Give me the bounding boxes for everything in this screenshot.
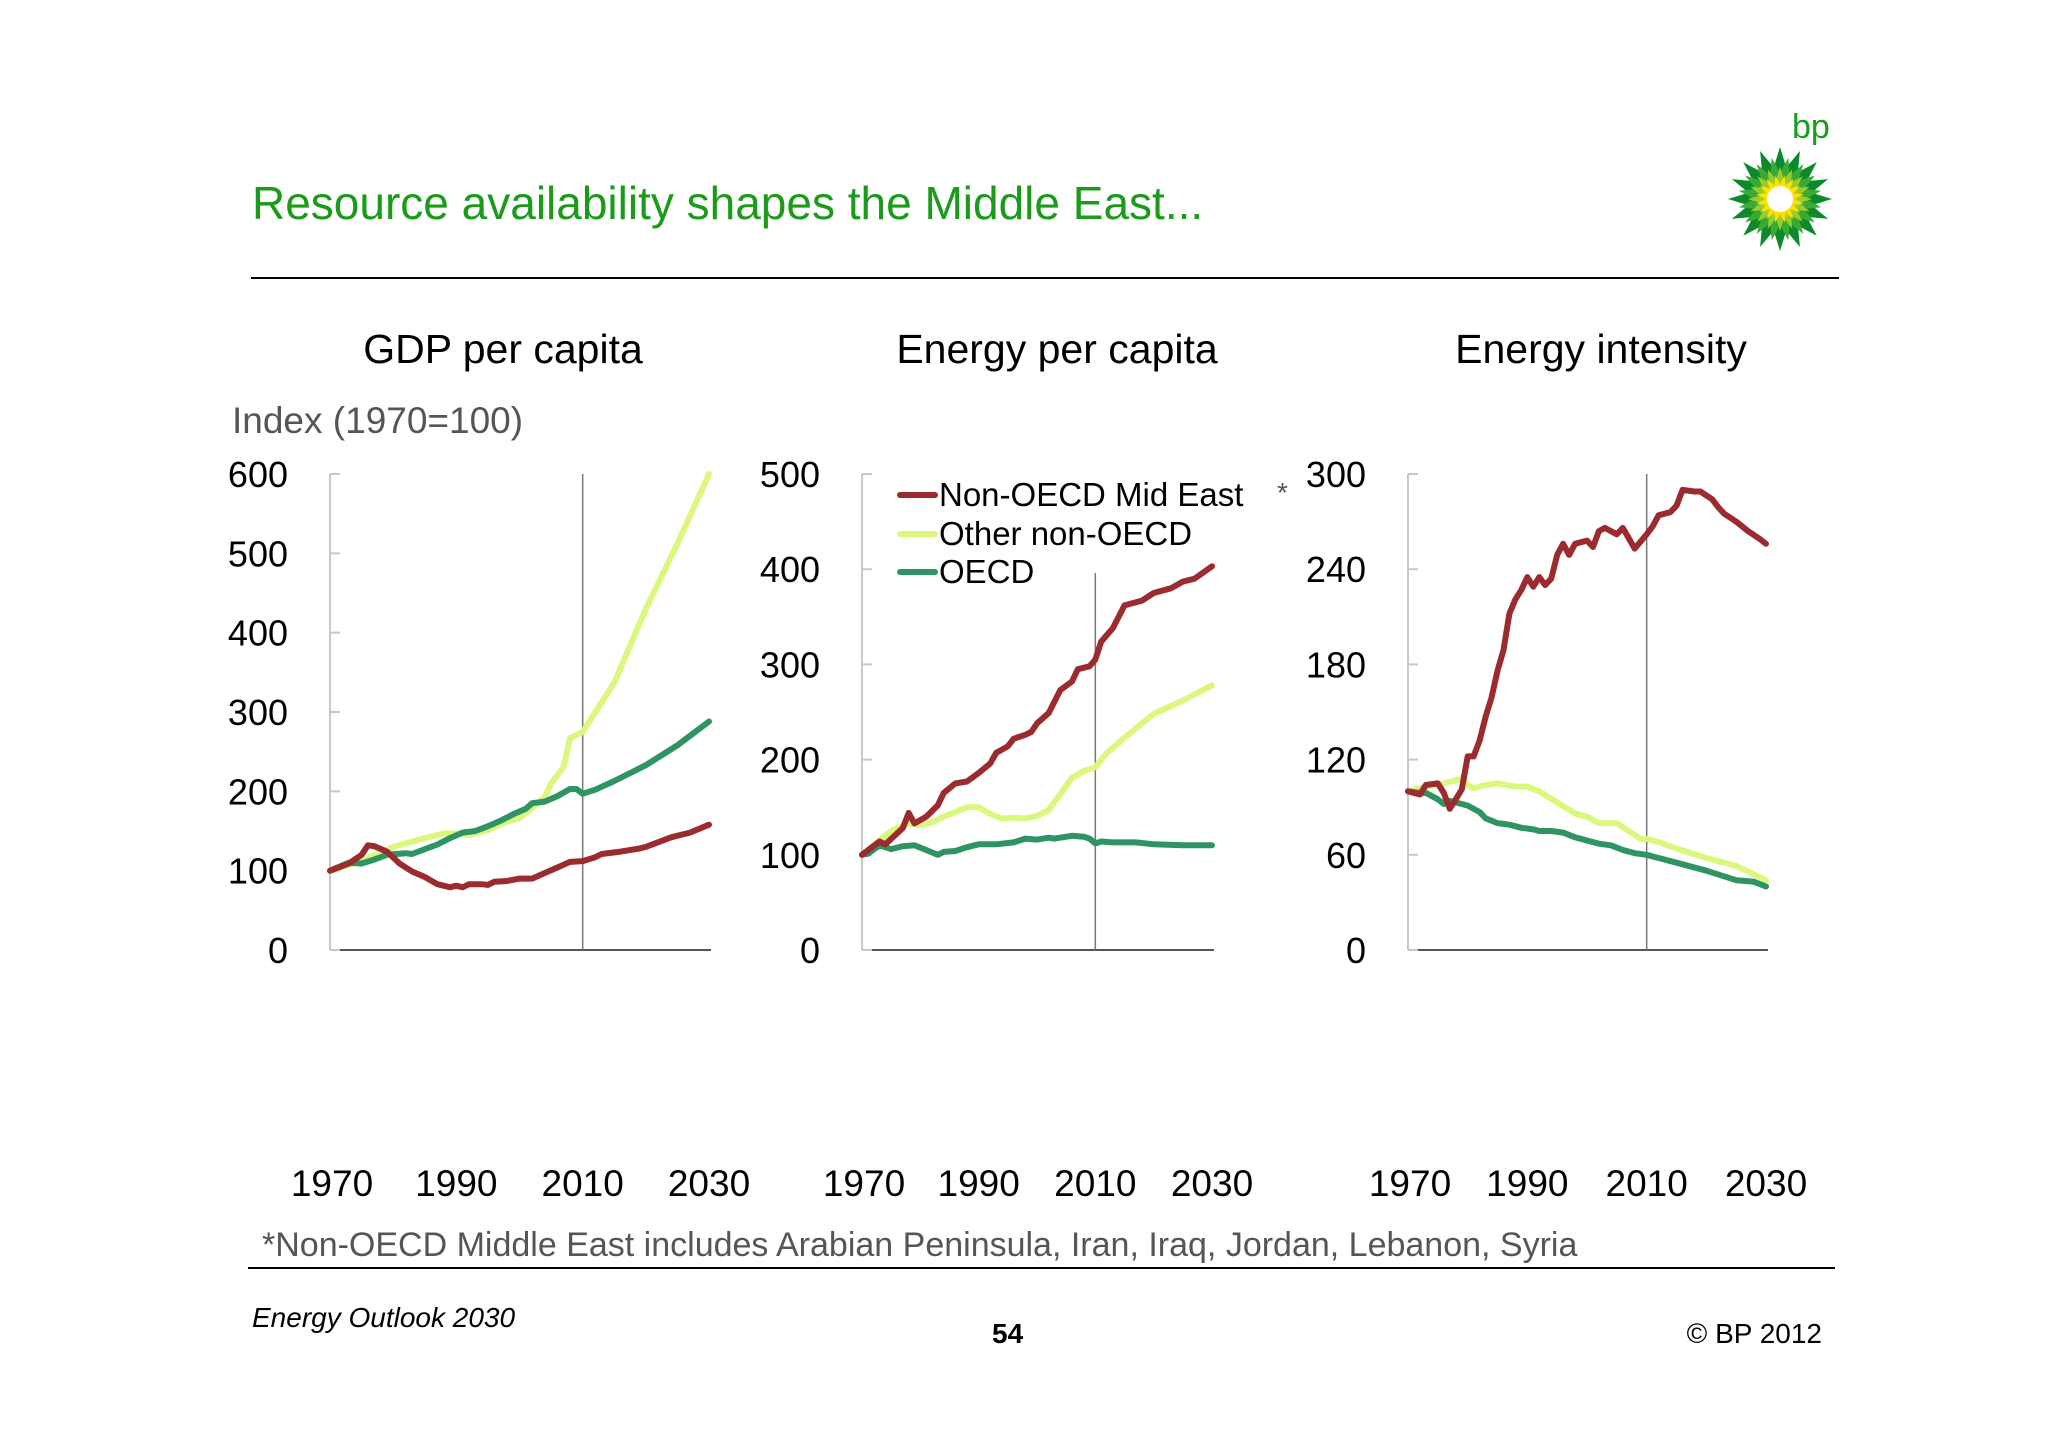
y-tick-label: 200: [228, 771, 288, 812]
x-tick-label: 1970: [823, 1163, 905, 1204]
chart-0: 0 100 200 300 400 500 600 1970 1990 2010 2030: [228, 454, 750, 1204]
footer-divider: [248, 1267, 1835, 1269]
series-line-non-oecd-mid-east: [327, 821, 712, 891]
x-tick-label: 1970: [1369, 1163, 1451, 1204]
logo-center: [1767, 186, 1793, 212]
x-tick-label: 2030: [668, 1163, 750, 1204]
bp-helios-logo-icon: [1728, 147, 1832, 251]
header-divider: [251, 277, 1839, 279]
chart-title-energy-intensity: Energy intensity: [1455, 326, 1747, 372]
x-tick-label: 2010: [1054, 1163, 1136, 1204]
logo-petal: [1776, 199, 1784, 231]
y-tick-label: 60: [1326, 835, 1366, 876]
y-tick-label: 400: [760, 549, 820, 590]
legend-label: Other non-OECD: [939, 515, 1192, 552]
x-tick-label: 1990: [938, 1163, 1020, 1204]
logo-petal: [1776, 167, 1784, 199]
y-tick-label: 200: [760, 740, 820, 781]
y-tick-label: 240: [1306, 549, 1366, 590]
x-tick-label: 1990: [1486, 1163, 1568, 1204]
series-line-oecd: [859, 832, 1215, 858]
y-unit-label: Index (1970=100): [232, 400, 524, 441]
y-tick-label: 400: [228, 613, 288, 654]
y-tick-label: 300: [228, 692, 288, 733]
series-line-other-non-oecd: [859, 682, 1215, 858]
y-tick-label: 0: [800, 930, 820, 971]
y-tick-label: 180: [1306, 644, 1366, 685]
y-tick-label: 500: [228, 533, 288, 574]
x-tick-label: 1970: [291, 1163, 373, 1204]
chart-title-energy-per-capita: Energy per capita: [896, 326, 1218, 372]
y-tick-label: 300: [1306, 454, 1366, 495]
y-tick-label: 0: [268, 930, 288, 971]
y-tick-label: 100: [760, 835, 820, 876]
slide-title: Resource availability shapes the Middle …: [252, 177, 1204, 229]
series-line-other-non-oecd: [1405, 775, 1769, 884]
y-tick-label: 300: [760, 644, 820, 685]
publication-name: Energy Outlook 2030: [252, 1302, 516, 1333]
bp-logo-text: bp: [1792, 108, 1830, 146]
y-tick-label: 0: [1346, 930, 1366, 971]
series-line-non-oecd-mid-east: [1405, 486, 1769, 812]
x-tick-label: 2010: [1606, 1163, 1688, 1204]
x-tick-label: 2030: [1171, 1163, 1253, 1204]
chart-1: 0 100 200 300 400 500 1970 1990 2010 2030: [760, 454, 1253, 1204]
series-line-other-non-oecd: [327, 471, 712, 874]
footnote: *Non-OECD Middle East includes Arabian P…: [262, 1226, 1578, 1264]
chart-title-gdp: GDP per capita: [363, 326, 643, 372]
x-tick-label: 2030: [1725, 1163, 1807, 1204]
logo-petal: [1748, 195, 1780, 203]
legend-item: OECD: [897, 553, 1034, 590]
logo-petal: [1780, 195, 1812, 203]
series-line-non-oecd-mid-east: [859, 563, 1215, 858]
legend-label: Non-OECD Mid East: [939, 476, 1243, 513]
legend-asterisk: *: [1277, 477, 1288, 508]
x-tick-label: 1990: [415, 1163, 497, 1204]
legend-item: Other non-OECD: [897, 515, 1192, 552]
y-tick-label: 600: [228, 454, 288, 495]
legend-label: OECD: [939, 553, 1034, 590]
legend-item: Non-OECD Mid East: [897, 476, 1243, 513]
y-tick-label: 500: [760, 454, 820, 495]
series-line-oecd: [1405, 788, 1769, 890]
y-tick-label: 100: [228, 851, 288, 892]
chart-2: 0 60 120 180 240 300 1970 1990 2010 2030: [1306, 454, 1807, 1204]
x-tick-label: 2010: [542, 1163, 624, 1204]
y-tick-label: 120: [1306, 740, 1366, 781]
page-number: 54: [992, 1318, 1024, 1349]
copyright: © BP 2012: [1686, 1318, 1822, 1349]
